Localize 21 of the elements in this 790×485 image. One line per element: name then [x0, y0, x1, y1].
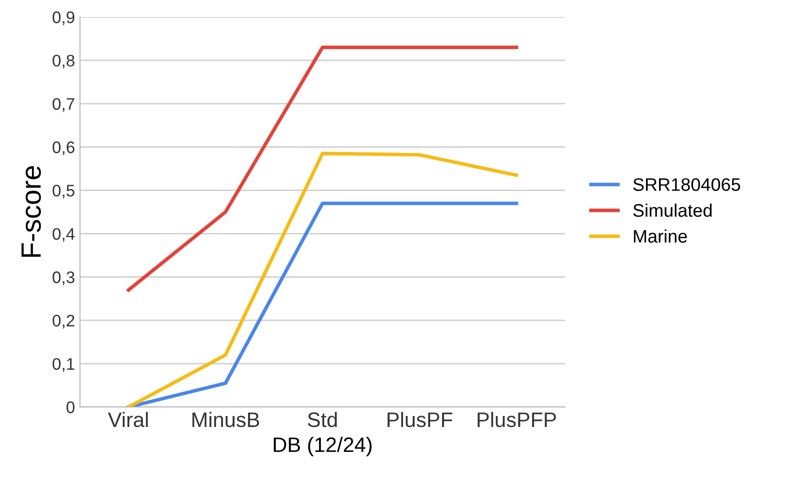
x-tick-label: Std: [308, 412, 337, 428]
line-series: [126, 152, 518, 407]
y-axis-title: F-score: [22, 166, 41, 257]
y-tick-label: 0,8: [52, 54, 74, 69]
x-tick-label: MinusB: [192, 412, 260, 428]
legend-label: Marine: [634, 229, 687, 243]
y-tick-label: 0,7: [52, 98, 74, 112]
y-tick-label: 0,5: [52, 184, 74, 199]
x-tick-label: PlusPFP: [478, 412, 556, 428]
y-tick-label: 0,9: [52, 11, 74, 26]
x-tick-label: PlusPF: [388, 412, 452, 428]
y-tick-label: 0: [66, 401, 74, 414]
x-tick-label: Viral: [108, 412, 148, 428]
legend-label: SRR1804065: [633, 178, 740, 191]
legend-label: Simulated: [633, 204, 712, 217]
y-tick-label: 0,1: [52, 358, 74, 372]
y-tick-label: 0,2: [52, 314, 74, 329]
y-tick-label: 0,4: [52, 228, 75, 242]
x-axis-title: DB (12/24): [274, 436, 372, 456]
y-tick-label: 0,6: [52, 141, 74, 156]
y-tick-label: 0,3: [52, 271, 74, 286]
